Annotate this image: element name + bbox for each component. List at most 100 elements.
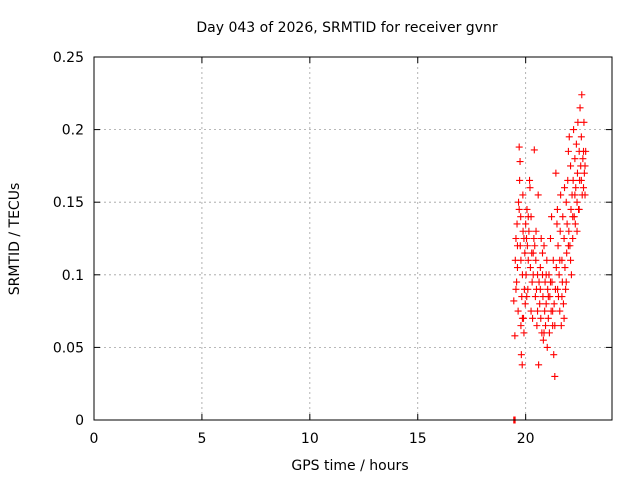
data-points — [510, 91, 590, 424]
data-point — [537, 314, 545, 322]
data-point — [562, 285, 570, 293]
data-point — [520, 329, 528, 337]
data-point — [563, 249, 571, 257]
data-point — [528, 278, 536, 286]
data-point — [580, 184, 588, 192]
data-point — [517, 351, 525, 359]
data-point — [561, 184, 569, 192]
y-axis-label: SRMTID / TECUs — [7, 183, 23, 296]
x-tick-label: 10 — [301, 431, 319, 447]
data-point — [543, 256, 551, 264]
data-point — [577, 133, 585, 141]
x-tick-label: 5 — [197, 431, 206, 447]
data-point — [542, 322, 550, 330]
data-point — [562, 198, 570, 206]
data-point — [526, 176, 534, 184]
data-point — [542, 300, 550, 308]
data-point — [537, 235, 545, 242]
data-point — [530, 235, 538, 242]
y-tick-label: 0.25 — [53, 50, 84, 66]
data-point — [540, 242, 548, 250]
y-tick-label: 0 — [75, 413, 84, 429]
data-point — [534, 271, 542, 279]
data-point — [544, 293, 552, 301]
data-point — [515, 198, 523, 206]
data-point — [513, 278, 521, 286]
data-point — [535, 278, 543, 286]
data-point — [513, 242, 521, 250]
data-point — [555, 271, 563, 279]
data-point — [581, 191, 589, 199]
data-point — [569, 213, 577, 221]
data-point — [580, 147, 588, 155]
data-point — [542, 271, 550, 279]
data-point — [576, 104, 584, 112]
data-point — [557, 191, 565, 199]
data-point — [550, 351, 558, 359]
data-point — [521, 300, 529, 308]
data-point — [510, 297, 518, 305]
data-point — [579, 155, 587, 163]
data-point — [546, 278, 554, 286]
data-point — [515, 205, 523, 213]
data-point — [569, 235, 577, 242]
data-point — [520, 235, 528, 242]
data-point — [577, 176, 585, 184]
data-point — [535, 361, 543, 369]
data-point — [570, 126, 578, 134]
data-point — [567, 256, 575, 264]
data-point — [521, 249, 529, 257]
data-point — [518, 361, 526, 369]
data-point — [526, 184, 534, 192]
data-point — [543, 343, 551, 351]
data-point — [572, 184, 580, 192]
data-point — [534, 191, 542, 199]
y-tick-label: 0.15 — [53, 195, 84, 211]
data-point — [565, 133, 573, 141]
data-point — [524, 285, 532, 293]
x-tick-label: 20 — [517, 431, 535, 447]
data-point — [573, 227, 581, 235]
data-point — [573, 198, 581, 206]
data-point — [544, 285, 552, 293]
y-axis-ticks: 0 0.05 0.1 0.15 0.2 0.25 — [53, 50, 612, 429]
data-point — [523, 242, 531, 250]
data-point — [554, 285, 562, 293]
data-point — [527, 307, 535, 315]
data-point — [571, 155, 579, 163]
y-tick-label: 0.1 — [62, 268, 84, 284]
data-point — [525, 227, 533, 235]
data-point — [552, 264, 560, 272]
data-point — [518, 314, 526, 322]
data-point — [580, 118, 588, 126]
data-point — [536, 285, 544, 293]
data-point — [559, 300, 567, 308]
data-point — [531, 242, 539, 250]
data-point — [532, 227, 540, 235]
data-point — [575, 205, 583, 213]
data-point — [511, 332, 519, 340]
data-point — [574, 118, 582, 126]
data-point — [573, 169, 581, 177]
data-point — [534, 307, 542, 315]
data-point — [551, 322, 559, 330]
x-tick-label: 0 — [90, 431, 99, 447]
data-point — [540, 329, 548, 337]
data-point — [562, 278, 570, 286]
data-point — [539, 249, 547, 257]
data-point — [549, 256, 557, 264]
data-point — [553, 220, 561, 228]
data-point — [565, 227, 573, 235]
data-point — [561, 264, 569, 272]
data-point — [514, 307, 522, 315]
data-point — [529, 314, 537, 322]
data-point — [515, 143, 523, 151]
data-point — [524, 256, 532, 264]
data-point — [529, 249, 537, 257]
data-point — [539, 336, 547, 344]
data-point — [536, 264, 544, 272]
data-point — [522, 220, 530, 228]
data-point — [524, 213, 532, 221]
data-point — [554, 242, 562, 250]
